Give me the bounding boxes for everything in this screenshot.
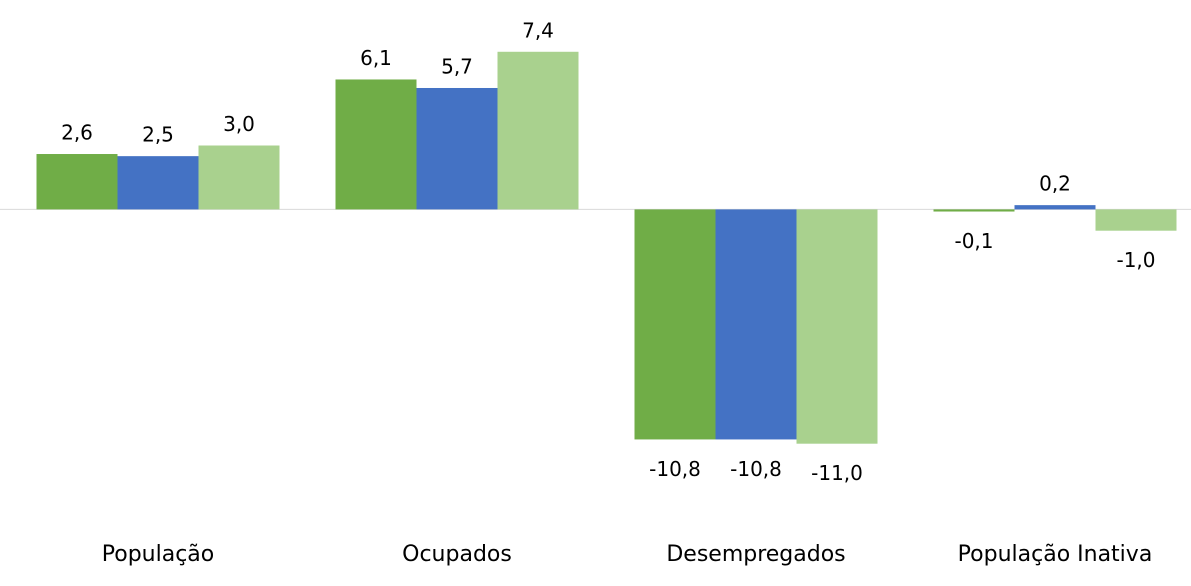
x-tick-label: Desempregados (666, 542, 845, 567)
data-label: 5,7 (441, 54, 473, 78)
data-label: 2,6 (61, 121, 93, 145)
bar (634, 209, 716, 440)
x-tick-label: Ocupados (402, 542, 512, 567)
data-label: 7,4 (522, 18, 554, 42)
bar (117, 156, 199, 210)
bar (198, 145, 280, 210)
bar (36, 154, 118, 210)
data-label: 2,5 (142, 123, 174, 147)
data-label: 3,0 (223, 112, 255, 136)
data-label: -0,1 (954, 229, 993, 253)
data-label: 6,1 (360, 46, 392, 70)
data-label: -10,8 (649, 457, 701, 481)
x-tick-label: População (102, 542, 214, 567)
bar (416, 87, 498, 210)
bar (933, 209, 1015, 212)
bar (1014, 205, 1096, 210)
data-label: 0,2 (1039, 172, 1071, 196)
bar (715, 209, 797, 440)
data-label: -1,0 (1116, 248, 1155, 272)
data-label: -10,8 (730, 457, 782, 481)
bar (796, 209, 878, 444)
bar (335, 79, 417, 210)
data-label: -11,0 (811, 461, 863, 485)
bar (1095, 209, 1177, 231)
x-tick-label: População Inativa (958, 542, 1153, 567)
bar (497, 51, 579, 210)
